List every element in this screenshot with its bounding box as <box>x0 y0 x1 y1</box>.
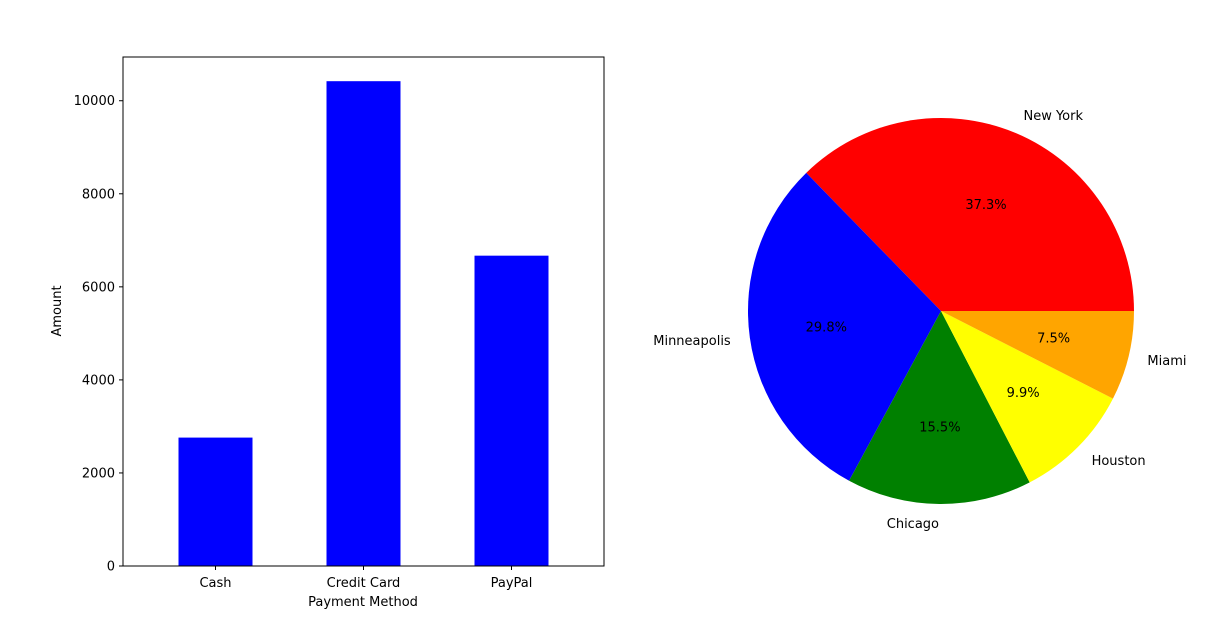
y-tick-label: 10000 <box>74 94 115 109</box>
y-tick-label: 2000 <box>82 466 115 481</box>
pie-slice-new-york <box>806 117 1134 311</box>
x-axis-ticks: Cash Credit Card PayPal <box>199 566 532 591</box>
bar-chart: 0 2000 4000 6000 8000 10000 Cash Credit Card Pa… <box>50 56 605 610</box>
pie-label-minneapolis: Minneapolis <box>653 334 731 349</box>
pie-chart: New York 37.3% Minneapolis 29.8% Chicago 15.5… <box>653 109 1186 532</box>
pie-label-new-york: New York <box>1023 109 1083 124</box>
pie-pct-label-miami: 7.5% <box>1037 332 1070 347</box>
pie-pct-label-new-york: 37.3% <box>965 198 1006 213</box>
y-axis-ticks: 0 2000 4000 6000 8000 10000 <box>74 94 123 575</box>
y-axis-label: Amount <box>50 285 65 336</box>
y-tick-label: 8000 <box>82 187 115 202</box>
x-axis-label: Payment Method <box>308 595 418 610</box>
bar-paypal <box>474 255 549 567</box>
pie-label-houston: Houston <box>1092 454 1146 469</box>
pie-slice-minneapolis <box>747 172 941 481</box>
bar-credit-card <box>326 81 401 566</box>
pie-label-miami: Miami <box>1147 354 1186 369</box>
pie-slice-chicago <box>849 311 1030 504</box>
x-tick-label-cash: Cash <box>199 576 231 591</box>
x-tick-label-credit-card: Credit Card <box>327 576 401 591</box>
pie-label-chicago: Chicago <box>887 517 939 532</box>
pie-slice-houston <box>941 311 1113 483</box>
pie-slice-miami <box>941 311 1134 399</box>
y-tick-label: 4000 <box>82 373 115 388</box>
pie-pct-label-chicago: 15.5% <box>919 420 960 435</box>
bar-series <box>178 81 549 567</box>
pie-pct-label-houston: 9.9% <box>1007 386 1040 401</box>
pie-pct-label-minneapolis: 29.8% <box>806 320 847 335</box>
pie-labels: New York 37.3% Minneapolis 29.8% Chicago 15.5… <box>653 109 1186 532</box>
pie-wedges <box>747 117 1134 504</box>
y-tick-label: 0 <box>107 560 115 575</box>
x-tick-label-paypal: PayPal <box>491 576 533 591</box>
y-tick-label: 6000 <box>82 280 115 295</box>
bar-cash <box>178 437 253 566</box>
